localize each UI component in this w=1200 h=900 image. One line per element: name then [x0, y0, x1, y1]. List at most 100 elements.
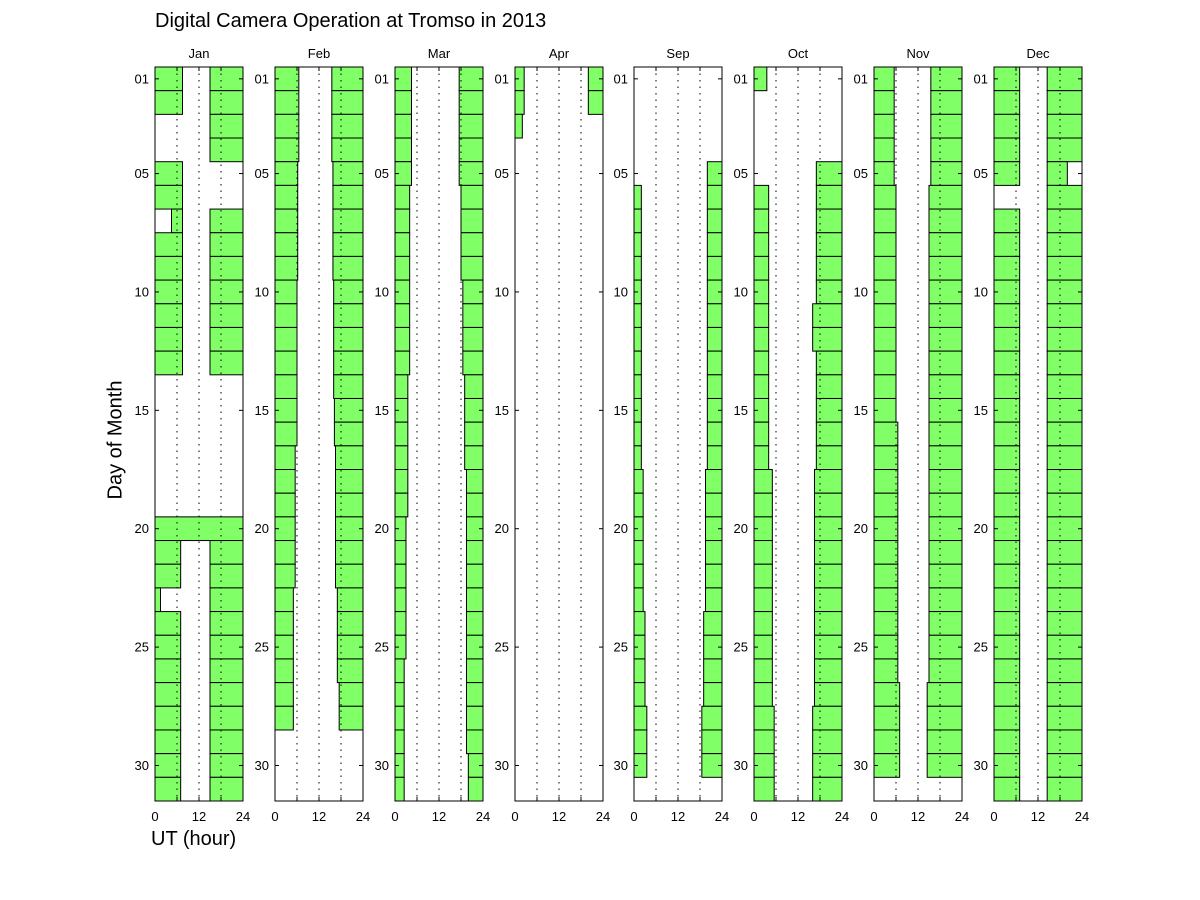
panel-month-label: Jan [189, 46, 210, 61]
panel-month-label: Dec [1026, 46, 1050, 61]
operation-bar [633, 350, 642, 376]
panel-dec: Dec 01 05 10 15 20 25 30 0 12 24 [974, 46, 1090, 824]
y-tick-label: 15 [854, 403, 868, 418]
y-tick-label: 10 [854, 284, 868, 299]
operation-bar [274, 682, 294, 707]
operation-bar [464, 445, 484, 471]
operation-bar [1046, 492, 1083, 518]
operation-bar [1046, 634, 1083, 660]
operation-bar [332, 184, 364, 210]
y-tick-label: 20 [614, 521, 628, 536]
operation-bar [753, 374, 770, 399]
y-tick-label: 01 [734, 71, 748, 86]
operation-bar [633, 255, 642, 281]
y-tick-label: 20 [255, 521, 269, 536]
operation-bar [1046, 469, 1083, 494]
operation-bar [338, 682, 364, 707]
operation-bar [873, 658, 899, 684]
y-tick-label: 30 [375, 758, 389, 773]
operation-bar [930, 161, 963, 186]
y-tick-label: 15 [255, 403, 269, 418]
operation-bar [335, 469, 364, 494]
operation-bar [873, 374, 897, 399]
operation-bar [274, 113, 300, 139]
x-tick-label: 24 [596, 809, 610, 824]
operation-bar [753, 208, 770, 234]
operation-bar [209, 729, 244, 755]
operation-bar [274, 611, 294, 636]
operation-bar [1046, 729, 1083, 755]
operation-bar [1046, 516, 1083, 542]
operation-bar [333, 397, 364, 423]
y-tick-label: 15 [135, 403, 149, 418]
operation-bar [701, 729, 723, 755]
operation-bar [466, 682, 484, 707]
operation-bar [706, 255, 723, 281]
operation-bar [706, 303, 723, 328]
operation-bar [814, 492, 843, 518]
operation-bar [873, 184, 897, 210]
operation-bar [1046, 705, 1083, 731]
y-tick-label: 15 [614, 403, 628, 418]
operation-bar [812, 705, 843, 731]
operation-bar [394, 682, 405, 707]
operation-bar [1046, 326, 1083, 352]
operation-bar [274, 705, 294, 731]
operation-bar [394, 350, 411, 376]
operation-bar [873, 113, 895, 139]
panel-mar: Mar 01 05 10 15 20 25 30 0 12 24 [375, 46, 491, 824]
x-tick-label: 0 [750, 809, 757, 824]
operation-bar [274, 469, 296, 494]
operation-bar [703, 682, 723, 707]
operation-bar [706, 350, 723, 376]
operation-bar [993, 682, 1021, 707]
operation-bar [706, 208, 723, 234]
operation-bar [706, 326, 723, 352]
operation-bar [209, 540, 244, 565]
operation-bar [815, 208, 843, 234]
operation-bar [460, 208, 484, 234]
operation-bar [705, 469, 723, 494]
operation-bar [753, 587, 773, 613]
operation-bar [873, 563, 899, 589]
operation-bar [633, 729, 648, 755]
operation-bar [209, 255, 244, 281]
y-tick-label: 30 [135, 758, 149, 773]
operation-bar [1046, 658, 1083, 684]
panel-month-label: Sep [666, 46, 689, 61]
operation-bar [274, 445, 296, 471]
y-tick-label: 20 [495, 521, 509, 536]
operation-bar [1046, 445, 1083, 471]
operation-bar [753, 658, 773, 684]
y-tick-label: 10 [734, 284, 748, 299]
operation-bar [333, 279, 364, 305]
operation-bar [928, 469, 963, 494]
operation-bar [462, 350, 484, 376]
operation-bar [154, 90, 183, 115]
operation-bar [753, 540, 773, 565]
operation-bar [587, 90, 604, 115]
operation-bar [928, 374, 963, 399]
operation-bar [928, 397, 963, 423]
operation-bar [812, 303, 843, 328]
operation-bar [394, 492, 409, 518]
x-tick-label: 0 [271, 809, 278, 824]
operation-bar [633, 303, 642, 328]
operation-bar [209, 587, 244, 613]
operation-bar [926, 682, 963, 707]
operation-bar [331, 66, 364, 92]
operation-bar [338, 705, 364, 731]
y-tick-label: 30 [734, 758, 748, 773]
operation-bar [394, 232, 411, 257]
operation-bar [209, 326, 244, 352]
operation-bar [274, 232, 299, 257]
x-axis-label: UT (hour) [151, 828, 237, 850]
operation-bar [332, 232, 364, 257]
operation-bar [928, 184, 963, 210]
operation-bar [753, 350, 770, 376]
operation-bar [928, 232, 963, 257]
operation-bar [928, 421, 963, 447]
operation-bar [154, 540, 182, 565]
operation-bar [1046, 563, 1083, 589]
operation-bar [331, 137, 364, 163]
